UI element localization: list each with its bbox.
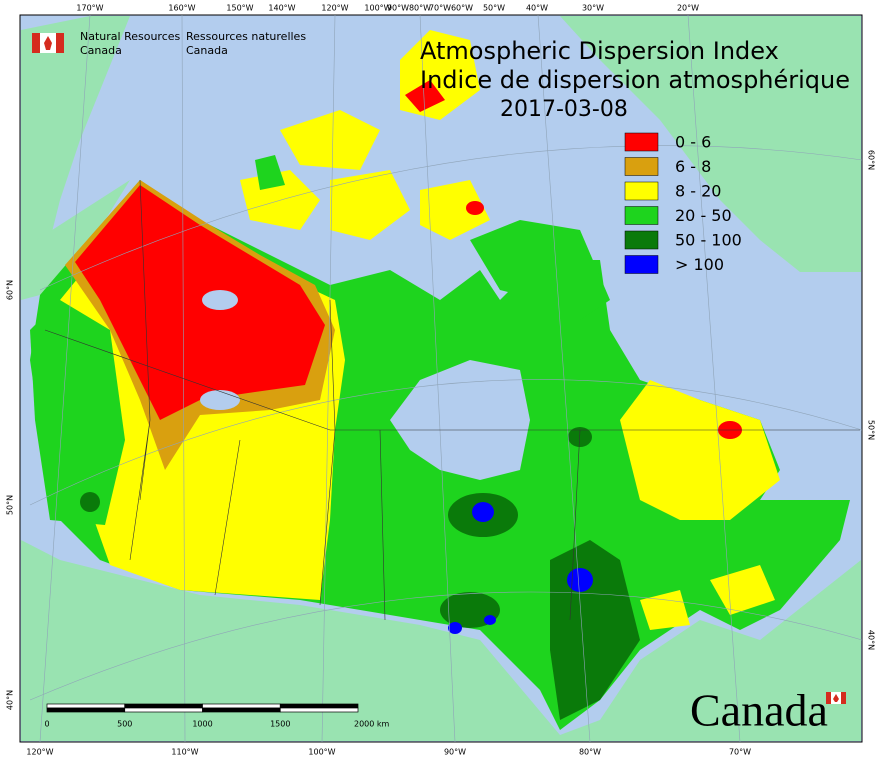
legend-label: 6 - 8 bbox=[675, 157, 711, 176]
lon-label: 90°W bbox=[444, 748, 466, 757]
legend-swatch bbox=[624, 181, 659, 201]
zone-blue bbox=[448, 622, 462, 634]
lon-label: 70°W bbox=[429, 4, 451, 13]
lon-label: 60°W bbox=[451, 4, 473, 13]
alaska bbox=[21, 180, 130, 300]
zone-yellow-labrador bbox=[620, 380, 780, 520]
scale-segment bbox=[279, 707, 359, 713]
legend-label: 8 - 20 bbox=[675, 182, 721, 201]
arctic-island bbox=[280, 110, 380, 170]
united-states bbox=[21, 540, 861, 741]
scale-label: 1500 bbox=[270, 720, 290, 729]
lake bbox=[202, 290, 238, 310]
legend-label: > 100 bbox=[675, 255, 724, 274]
scale-label: 2000 km bbox=[354, 720, 390, 729]
lat-label: 40°N bbox=[6, 690, 15, 710]
baffin-island bbox=[470, 220, 610, 320]
zone-green-bc bbox=[30, 300, 125, 525]
title-date: 2017-03-08 bbox=[500, 97, 628, 122]
zone-blue bbox=[484, 615, 496, 625]
zone-yellow-ns bbox=[710, 565, 775, 615]
lat-label: 60°N bbox=[867, 150, 876, 170]
lon-label: 90°W bbox=[387, 4, 409, 13]
lon-label: 40°W bbox=[526, 4, 548, 13]
flag-bar bbox=[826, 692, 831, 704]
greenland bbox=[560, 16, 861, 272]
lon-label: 140°W bbox=[268, 4, 295, 13]
legend-swatch bbox=[624, 206, 659, 225]
logo-flags bbox=[32, 33, 846, 704]
lon-label: 110°W bbox=[171, 748, 198, 757]
flag-bar bbox=[841, 692, 846, 704]
flag-leaf bbox=[833, 694, 839, 702]
scale-segment bbox=[124, 703, 203, 709]
zone-red-spot bbox=[466, 201, 484, 215]
scale-segment bbox=[202, 703, 281, 709]
lat-label: 40°N bbox=[867, 630, 876, 650]
zone-yellow-nb bbox=[640, 590, 690, 630]
arctic-island bbox=[255, 155, 285, 190]
arctic-island bbox=[330, 170, 410, 240]
lat-label: 50°N bbox=[6, 495, 15, 515]
legend-label: 20 - 50 bbox=[675, 206, 732, 225]
lat-label: 60°N bbox=[6, 280, 15, 300]
scale-segment bbox=[124, 707, 203, 713]
lon-label: 80°W bbox=[409, 4, 431, 13]
lon-label: 160°W bbox=[168, 4, 195, 13]
flag-bar bbox=[32, 33, 40, 53]
zone-blue bbox=[472, 502, 494, 522]
lon-label: 100°W bbox=[364, 4, 391, 13]
zone-red bbox=[75, 185, 325, 420]
lon-label: 50°W bbox=[483, 4, 505, 13]
org-fr: Canada bbox=[186, 44, 228, 57]
scale-bar: 0 500 1000 1500 2000 km bbox=[44, 703, 390, 729]
title-en: Atmospheric Dispersion Index bbox=[420, 37, 779, 65]
scale-label: 500 bbox=[117, 720, 132, 729]
lake bbox=[200, 390, 240, 410]
lat-label: 50°N bbox=[867, 420, 876, 440]
hudson-bay bbox=[390, 360, 530, 480]
arctic-island bbox=[420, 180, 490, 240]
legend-swatch bbox=[624, 255, 659, 274]
wordmark: Canada bbox=[690, 685, 828, 736]
lon-label: 80°W bbox=[579, 748, 601, 757]
province-borders bbox=[44, 179, 860, 621]
lon-label: 100°W bbox=[308, 748, 335, 757]
legend-label: 50 - 100 bbox=[675, 231, 742, 250]
org-fr: Ressources naturelles bbox=[186, 30, 306, 43]
zone-red-ellesmere bbox=[405, 80, 445, 112]
legend-label: 0 - 6 bbox=[675, 133, 711, 152]
scale-label: 1000 bbox=[192, 720, 212, 729]
lon-label: 170°W bbox=[76, 4, 103, 13]
scale-label: 0 bbox=[44, 720, 49, 729]
lon-label: 120°W bbox=[26, 748, 53, 757]
lon-label: 70°W bbox=[729, 748, 751, 757]
scale-segment bbox=[46, 707, 126, 713]
scale-segment bbox=[279, 703, 359, 709]
lon-label: 120°W bbox=[321, 4, 348, 13]
lon-label: 30°W bbox=[582, 4, 604, 13]
legend-swatch bbox=[624, 132, 659, 152]
zone-blue bbox=[567, 568, 593, 592]
scale-segment bbox=[46, 703, 126, 709]
legend-swatch bbox=[624, 230, 659, 250]
lon-label: 150°W bbox=[226, 4, 253, 13]
title-fr: Indice de dispersion atmosphérique bbox=[420, 66, 850, 94]
scale-segment bbox=[202, 707, 281, 713]
zone-dark-blob bbox=[568, 427, 592, 447]
org-en: Canada bbox=[80, 44, 122, 57]
flag-leaf bbox=[44, 36, 52, 50]
zone-dark-blob bbox=[80, 492, 100, 512]
org-en: Natural Resources bbox=[80, 30, 181, 43]
flag-bar bbox=[56, 33, 64, 53]
russia-alaska bbox=[21, 16, 130, 300]
legend-swatch bbox=[624, 157, 659, 176]
lon-label: 20°W bbox=[677, 4, 699, 13]
